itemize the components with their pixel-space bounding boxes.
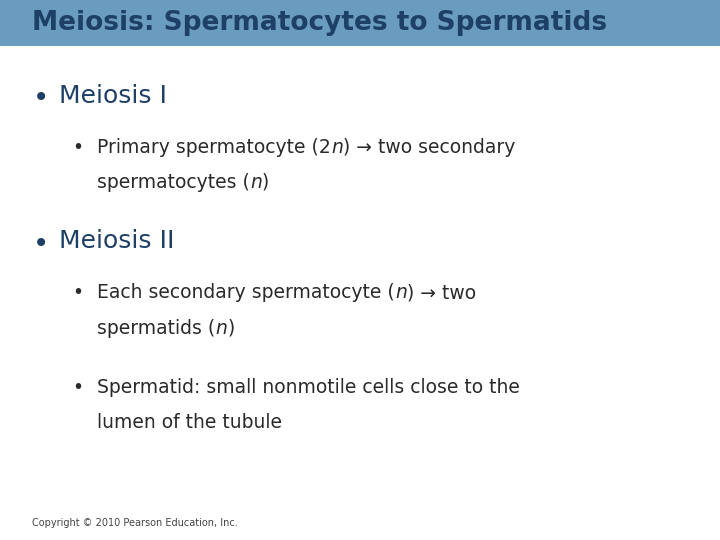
Text: n: n	[395, 284, 407, 302]
Text: Each secondary spermatocyte (: Each secondary spermatocyte (	[97, 284, 395, 302]
Text: ) → two: ) → two	[407, 284, 476, 302]
Text: Copyright © 2010 Pearson Education, Inc.: Copyright © 2010 Pearson Education, Inc.	[32, 518, 238, 528]
Text: n: n	[215, 319, 228, 338]
Text: Meiosis I: Meiosis I	[59, 84, 167, 107]
Text: ): )	[262, 173, 269, 192]
Text: •: •	[32, 230, 49, 258]
Text: spermatocytes (: spermatocytes (	[97, 173, 250, 192]
Text: Primary spermatocyte (2: Primary spermatocyte (2	[97, 138, 331, 157]
Text: n: n	[331, 138, 343, 157]
Text: spermatids (: spermatids (	[97, 319, 215, 338]
Text: •: •	[32, 84, 49, 112]
Bar	[0, 0, 720, 46]
Text: Meiosis II: Meiosis II	[59, 230, 174, 253]
Text: Meiosis: Spermatocytes to Spermatids: Meiosis: Spermatocytes to Spermatids	[32, 10, 608, 36]
Text: •: •	[72, 284, 83, 302]
Text: ) → two secondary: ) → two secondary	[343, 138, 516, 157]
Text: •: •	[72, 138, 83, 157]
Text: •: •	[72, 378, 83, 397]
Text: Spermatid: small nonmotile cells close to the: Spermatid: small nonmotile cells close t…	[97, 378, 520, 397]
Text: ): )	[228, 319, 235, 338]
Text: lumen of the tubule: lumen of the tubule	[97, 413, 282, 432]
Text: n: n	[250, 173, 262, 192]
